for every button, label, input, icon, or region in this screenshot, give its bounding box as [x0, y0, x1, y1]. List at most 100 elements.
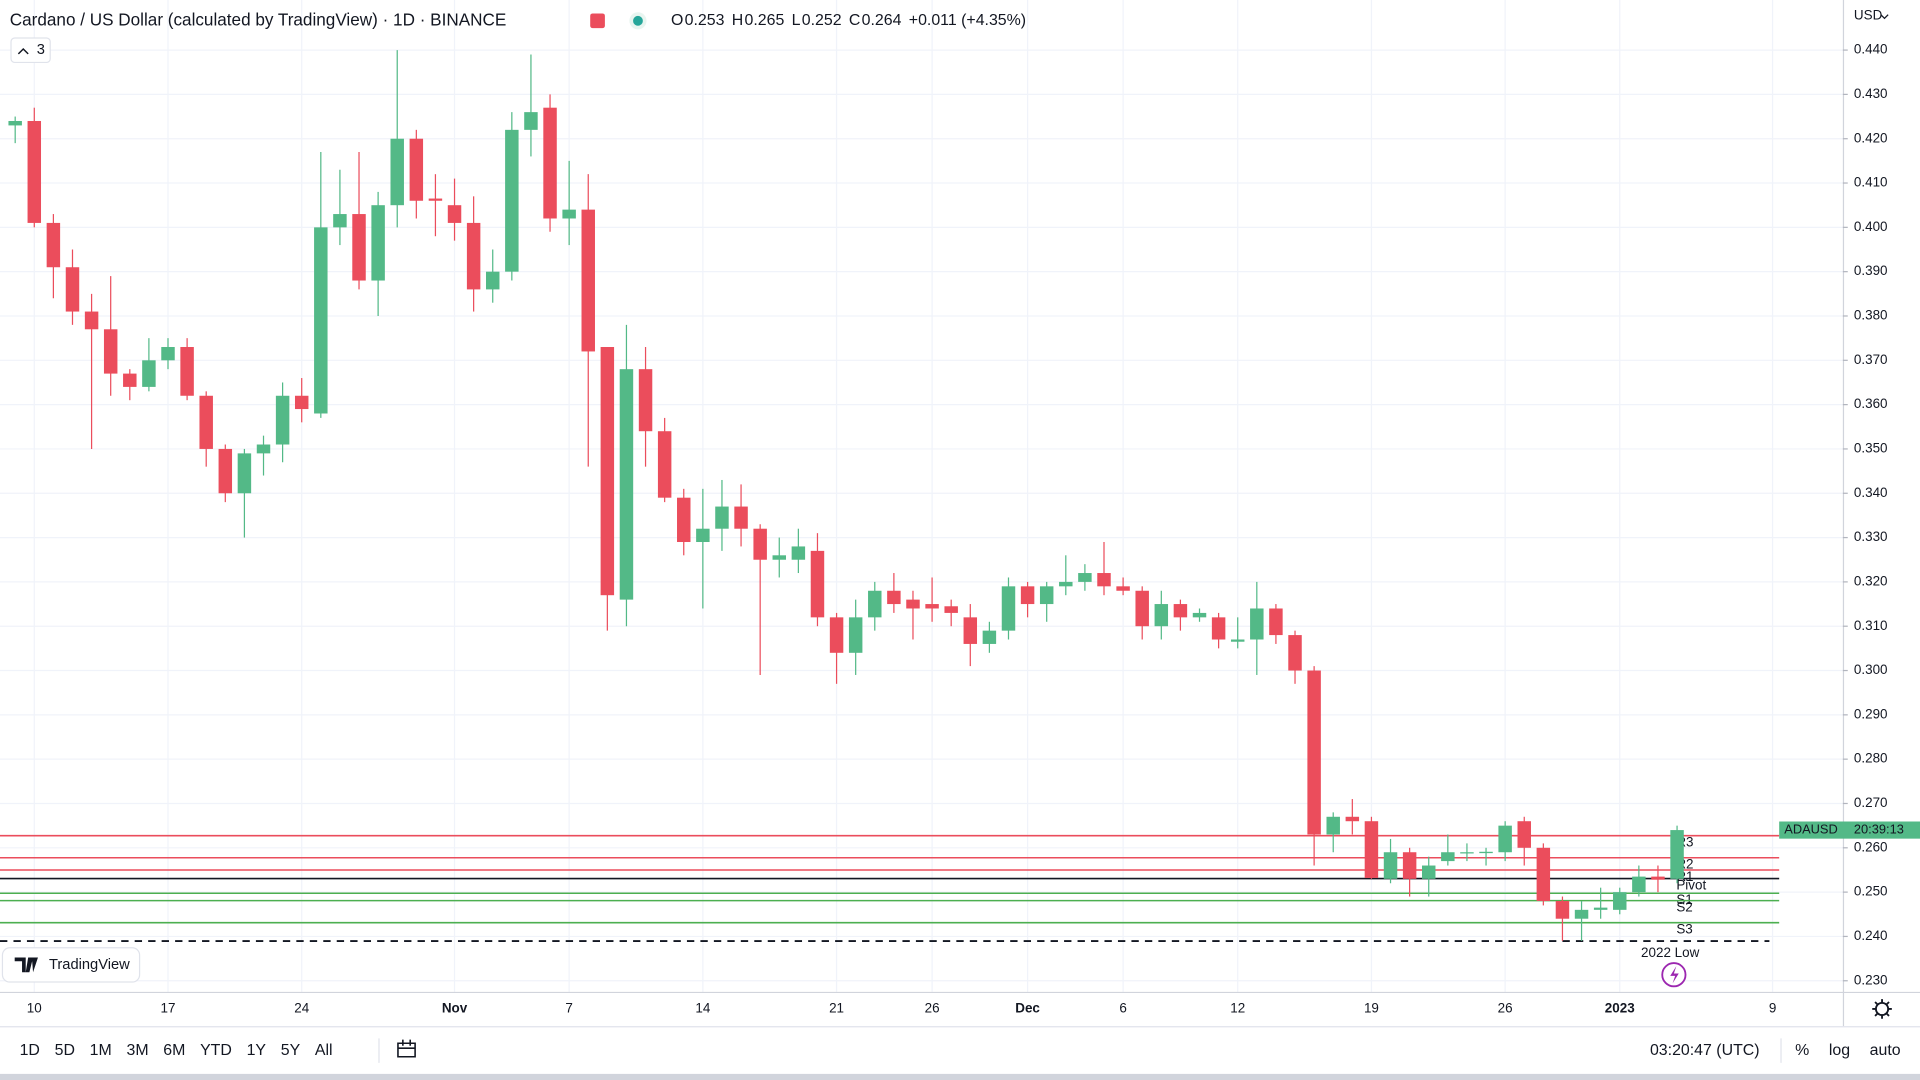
y-tick-label: 0.240	[1854, 928, 1888, 943]
candle-body	[123, 373, 137, 387]
candle-body	[1211, 617, 1226, 640]
bottom-toolbar: 1D 5D 1M 3M 6M YTD 1Y 5Y All 03:20:47 (UTC)% log au…	[20, 1042, 1901, 1059]
range-button[interactable]: 6M	[163, 1042, 185, 1059]
candle-body	[390, 138, 404, 206]
candle-body	[753, 528, 767, 560]
chart-title: Cardano / US Dollar (calculated by Tradi…	[10, 9, 507, 29]
time-axis: 10 17 24 Nov 7 14 21 26 Dec 6 12 19 26 2023 9	[27, 1001, 1777, 1016]
candle-body	[772, 555, 786, 560]
y-tick-label: 0.360	[1854, 396, 1888, 411]
candle-body	[1173, 604, 1188, 618]
range-button[interactable]: 1Y	[247, 1042, 267, 1059]
candle-body	[256, 444, 271, 454]
clock[interactable]: 03:20:47 (UTC)	[1650, 1042, 1760, 1059]
candle-body	[46, 222, 61, 268]
range-button[interactable]: 1M	[90, 1042, 112, 1059]
candle-body	[1020, 586, 1035, 605]
candle-body	[84, 311, 99, 330]
logo-box[interactable]	[1, 947, 141, 983]
candle-body	[1651, 876, 1665, 880]
range-button[interactable]: YTD	[200, 1042, 232, 1059]
currency-label[interactable]: USD	[1854, 7, 1883, 22]
candle-body	[180, 347, 194, 396]
candle-body	[103, 329, 118, 374]
range-button[interactable]: 5D	[55, 1042, 75, 1059]
candle-body	[486, 271, 500, 290]
x-tick-label: 26	[925, 1001, 940, 1016]
candle-body	[1613, 892, 1627, 910]
range-button[interactable]: 1D	[20, 1042, 40, 1059]
scale-option[interactable]: auto	[1870, 1042, 1901, 1059]
y-tick-label: 0.310	[1854, 618, 1888, 633]
y-tick-label: 0.330	[1854, 529, 1888, 544]
candle-body	[1039, 586, 1054, 605]
x-tick-label: Dec	[1015, 1001, 1040, 1016]
x-tick-label: 14	[695, 1001, 710, 1016]
level-label: S1	[1676, 892, 1692, 907]
candle-body	[275, 395, 290, 445]
candle-body	[1154, 604, 1169, 627]
candle-body	[1574, 909, 1589, 919]
candle-body	[1288, 635, 1302, 671]
candle-body	[524, 112, 538, 130]
candle-body	[1059, 581, 1073, 587]
currency-arrow	[1880, 14, 1889, 20]
candle-body	[294, 395, 309, 410]
y-tick-label: 0.300	[1854, 662, 1888, 677]
range-button[interactable]: 3M	[126, 1042, 148, 1059]
scale-option[interactable]: log	[1829, 1042, 1850, 1059]
x-tick-label: 26	[1498, 1001, 1513, 1016]
candle-body	[963, 617, 978, 644]
candle-body	[1479, 851, 1493, 854]
candle-body	[1097, 573, 1111, 587]
candle-body	[428, 198, 443, 201]
candle-body	[810, 550, 825, 618]
candle-body	[887, 590, 901, 605]
candle-body	[1192, 612, 1207, 618]
y-tick-label: 0.320	[1854, 573, 1888, 588]
candle-body	[906, 599, 920, 609]
candle-body	[352, 214, 366, 281]
x-tick-label: 2023	[1605, 1001, 1635, 1016]
candle-body	[505, 129, 519, 272]
y-tick-label: 0.260	[1854, 839, 1888, 854]
candle-body	[161, 347, 175, 361]
range-button[interactable]: All	[315, 1042, 333, 1059]
price-tag-symbol: ADAUSD	[1784, 821, 1838, 836]
candle-body	[447, 205, 462, 223]
date-range-icon[interactable]	[397, 1039, 416, 1058]
scale-option[interactable]: %	[1795, 1042, 1809, 1059]
candle-body	[982, 630, 997, 644]
y-tick-label: 0.250	[1854, 884, 1888, 899]
indicator-count: 3	[37, 42, 45, 58]
candle-body	[791, 546, 806, 560]
x-tick-label: 21	[829, 1001, 844, 1016]
status-dot	[633, 15, 643, 26]
candle-body	[734, 506, 748, 529]
indicator-toggle[interactable]	[10, 37, 51, 64]
y-tick-label: 0.380	[1854, 308, 1888, 323]
candle-body	[1116, 586, 1130, 591]
candle-body	[1364, 821, 1379, 878]
candles	[8, 50, 1684, 941]
candle-body	[199, 395, 213, 449]
ohlc-value: 0.253	[685, 12, 725, 29]
price-tag-countdown: 20:39:13	[1854, 821, 1904, 836]
candle-body	[1593, 907, 1608, 910]
flag-icon[interactable]	[590, 13, 605, 29]
candle-body	[829, 617, 844, 653]
candle-body	[543, 107, 557, 219]
candle-body	[1402, 852, 1417, 879]
price-axis: 0.230 0.240 0.250 0.260 0.270 0.280 0.290 0.300…	[1779, 42, 1920, 987]
x-tick-label: 10	[27, 1001, 42, 1016]
candle-body	[1422, 865, 1436, 879]
settings-teeth	[1872, 999, 1892, 1019]
candle-body	[1345, 816, 1360, 822]
candle-body	[696, 528, 710, 543]
price-tag	[1779, 821, 1920, 839]
range-button[interactable]: 5Y	[281, 1042, 301, 1059]
candle-body	[142, 360, 156, 387]
x-tick-label: 7	[565, 1001, 572, 1016]
